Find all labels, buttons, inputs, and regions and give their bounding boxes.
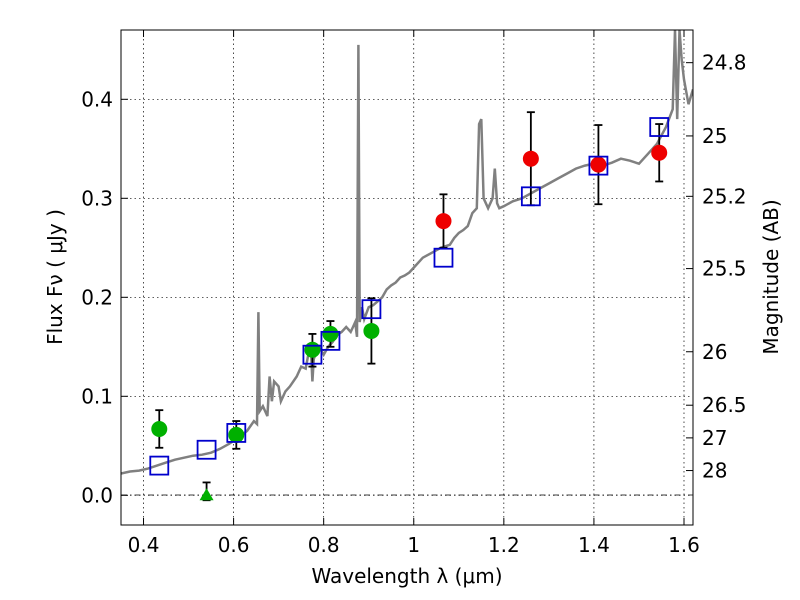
x-tick-label: 1.6 [668, 533, 700, 557]
y-tick-label: 0.0 [81, 483, 113, 507]
model-point [302, 344, 323, 365]
plot-frame [120, 29, 694, 526]
y-tick-label: 0.4 [81, 87, 113, 111]
nir-point [590, 156, 607, 173]
upper-limit-point [199, 488, 214, 501]
model-point [149, 455, 170, 476]
mag-tick-label: 26.5 [702, 393, 747, 417]
model-point [588, 155, 609, 176]
model-point [320, 330, 341, 351]
mag-tick-label: 24.8 [702, 51, 747, 75]
model-point [196, 439, 217, 460]
y2-axis-title: Magnitude (AB) [759, 199, 783, 354]
mag-tick-label: 28 [702, 459, 727, 483]
mag-tick-label: 25.5 [702, 257, 747, 281]
x-tick-label: 0.4 [128, 533, 160, 557]
model-point [361, 299, 382, 320]
x-axis-title: Wavelength λ (μm) [311, 564, 502, 588]
optical-point [228, 426, 245, 443]
nir-point [651, 144, 668, 161]
grid-lines [121, 30, 693, 525]
mag-tick-label: 27 [702, 426, 727, 450]
plot-area [121, 30, 693, 502]
model-point [433, 247, 454, 268]
y-tick-label: 0.2 [81, 285, 113, 309]
spectrum-line [121, 30, 693, 475]
y-axis-title: Flux Fν ( μJy ) [43, 209, 67, 345]
x-tick-label: 1 [407, 533, 420, 557]
x-tick-label: 1.2 [488, 533, 520, 557]
mag-tick-label: 25 [702, 124, 727, 148]
mag-tick-label: 25.2 [702, 184, 747, 208]
axis-ticks: 0.4 0.6 0.8 1 1.2 1.4 1.6 0.0 0.1 0.2 0.3 0.4 24.8 25… [81, 30, 747, 557]
nir-point [522, 150, 539, 167]
model-point [226, 423, 247, 443]
mag-tick-label: 26 [702, 340, 727, 364]
optical-point [151, 420, 168, 437]
x-tick-label: 0.6 [218, 533, 250, 557]
y-tick-label: 0.3 [81, 186, 113, 210]
optical-point [304, 341, 321, 358]
model-point [520, 186, 541, 207]
x-tick-label: 1.4 [578, 533, 610, 557]
optical-point [322, 325, 339, 342]
y-tick-label: 0.1 [81, 384, 113, 408]
model-point [649, 117, 670, 137]
optical-point [363, 322, 380, 339]
nir-point [435, 213, 452, 230]
x-tick-label: 0.8 [308, 533, 340, 557]
